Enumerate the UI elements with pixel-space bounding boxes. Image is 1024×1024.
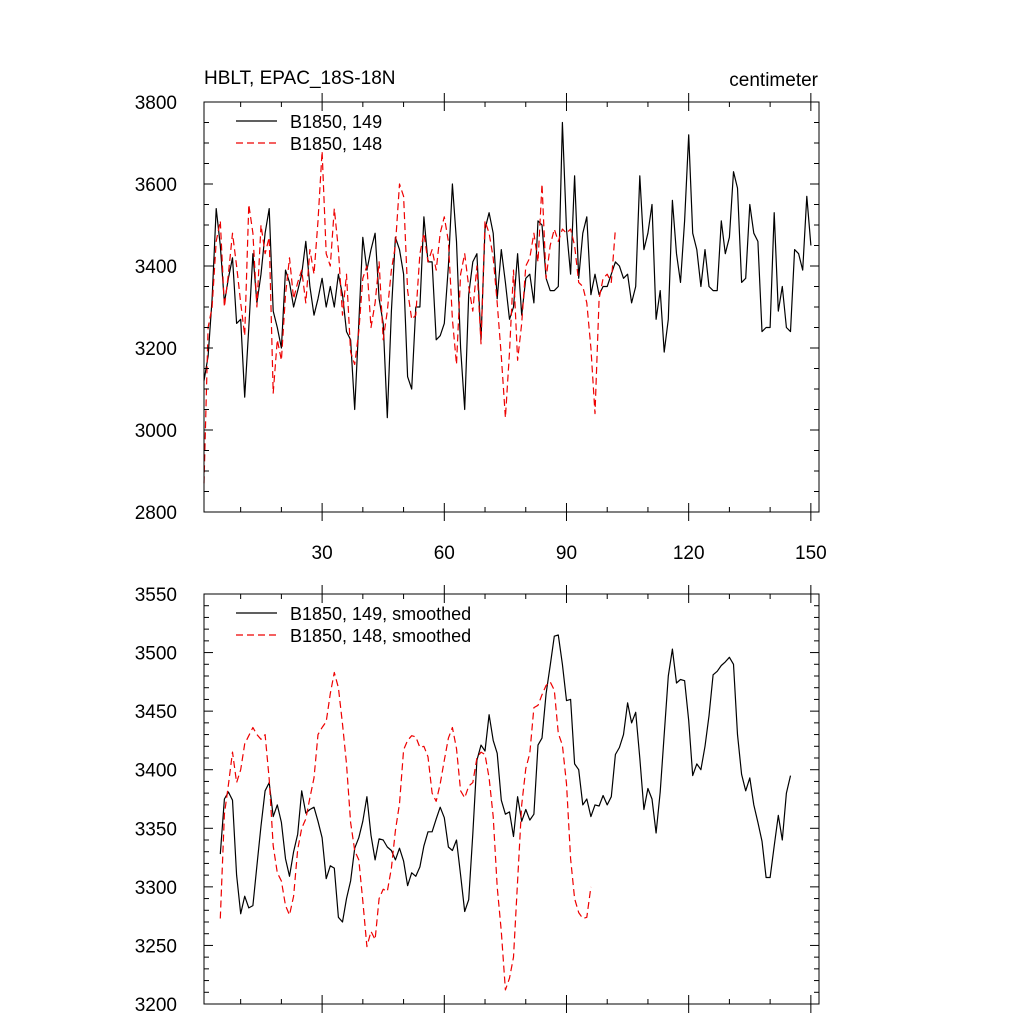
plot-frame: [203, 101, 820, 513]
series-line-run-149: [219, 634, 792, 923]
x-tick-label: 90: [556, 543, 577, 564]
legend-label: B1850, 148, smoothed: [290, 626, 471, 646]
x-tick-label: 60: [434, 543, 455, 564]
plot-frame: [203, 593, 820, 1005]
y-tick-label: 3200: [135, 339, 177, 360]
y-tick-label: 3800: [135, 93, 177, 114]
y-tick-label: 3400: [135, 257, 177, 278]
y-tick-label: 3350: [135, 819, 177, 840]
legend-label: B1850, 148: [290, 134, 382, 154]
y-tick-label: 3000: [135, 421, 177, 442]
y-tick-label: 3450: [135, 702, 177, 723]
y-tick-label: 3250: [135, 936, 177, 957]
y-tick-label: 3550: [135, 585, 177, 606]
y-tick-label: 3500: [135, 644, 177, 665]
series-line-run-149: [203, 121, 812, 419]
y-tick-label: 3200: [135, 995, 177, 1016]
y-tick-label: 2800: [135, 503, 177, 524]
top-line-chart: HBLT, EPAC_18S-18N centimeter 2800 3000 32…: [135, 68, 827, 564]
series-line-run-148: [219, 671, 592, 991]
y-tick-label: 3300: [135, 878, 177, 899]
units-label: centimeter: [729, 70, 818, 91]
chart-title: HBLT, EPAC_18S-18N: [204, 68, 396, 89]
series-line-run-148: [203, 150, 616, 484]
bottom-line-chart: 3200 3250 3300 3350 3400 3450 3500 3550 B1850, 1…: [135, 585, 820, 1016]
x-tick-label: 30: [312, 543, 333, 564]
x-tick-label: 120: [673, 543, 705, 564]
legend-label: B1850, 149, smoothed: [290, 604, 471, 624]
x-tick-label: 150: [795, 543, 827, 564]
y-tick-label: 3400: [135, 761, 177, 782]
y-tick-label: 3600: [135, 175, 177, 196]
legend-label: B1850, 149: [290, 112, 382, 132]
